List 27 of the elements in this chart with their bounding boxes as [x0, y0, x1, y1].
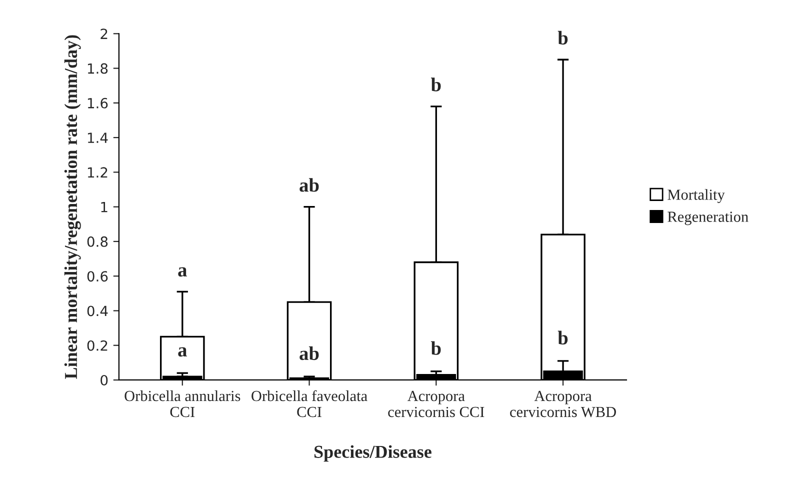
annotation: a: [178, 267, 187, 277]
x-axis-title: Species/Disease: [314, 445, 432, 462]
legend-label: Regeneration: [668, 212, 748, 226]
y-tick-label: 1.6: [88, 98, 108, 108]
annotation: b: [558, 330, 568, 344]
y-tick-label: 2: [100, 28, 108, 39]
y-tick-label: 1: [101, 202, 108, 212]
y-tick-label: 1.8: [88, 63, 108, 74]
x-tick-label: Orbicella annularis CCI: [124, 390, 240, 418]
y-tick-label: 0: [100, 374, 108, 386]
annotation: b: [430, 341, 441, 355]
annotation: ab: [300, 346, 319, 360]
x-tick-label: Orbicella faveolata CCI: [252, 390, 368, 418]
y-tick-label: 1.4: [88, 132, 108, 143]
y-tick-label: 1.2: [88, 167, 108, 178]
y-tick-label: 0.6: [87, 271, 108, 282]
legend-label: Mortality: [668, 189, 725, 204]
x-tick-label: Acropora cervicornis WBD: [510, 390, 616, 418]
y-tick-label: 0.4: [87, 306, 108, 316]
x-tick-label: Acropora cervicornis CCI: [388, 390, 484, 418]
annotation: ab: [300, 178, 319, 192]
y-tick-label: 0.2: [87, 340, 108, 351]
y-axis-title: Linear mortality/regenetation rate (mm/day): [64, 35, 81, 379]
y-tick-label: 0.8: [87, 236, 108, 247]
annotation: b: [558, 30, 568, 45]
annotation: a: [178, 347, 187, 357]
annotation: b: [430, 78, 441, 92]
